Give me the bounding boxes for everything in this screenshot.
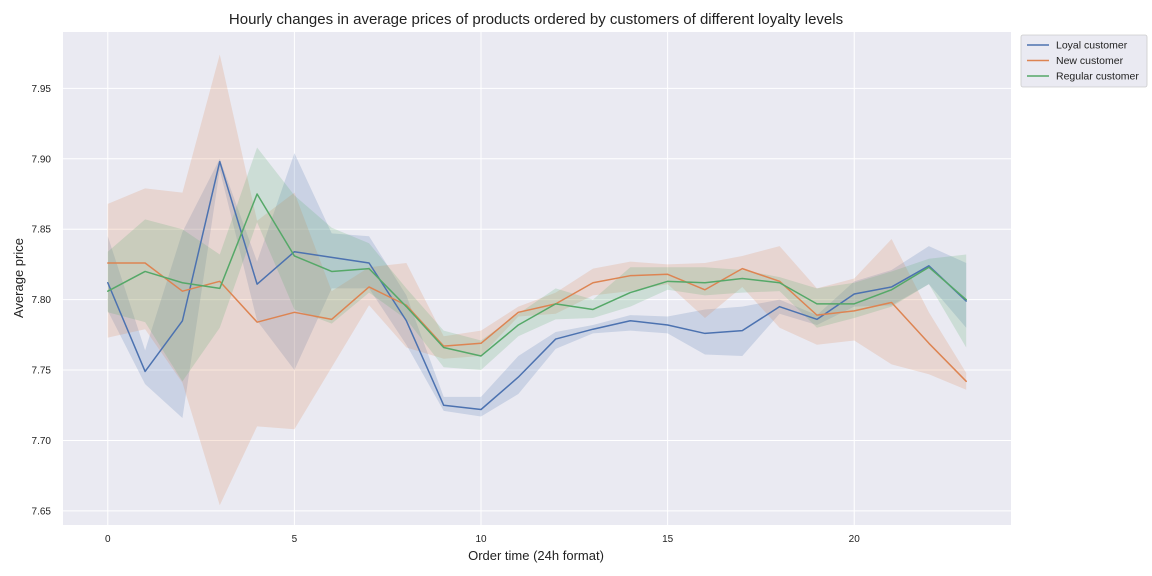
y-axis-label: Average price: [11, 238, 26, 318]
legend: Loyal customer New customer Regular custom…: [1020, 34, 1148, 88]
plot-background: [63, 32, 1011, 525]
y-tick-label-2: 7.75: [32, 366, 52, 377]
x-tick-label-4: 20: [849, 534, 861, 545]
tick-labels: 0 5 10 15 20 7.65 7.70 7.75 7.80 7.85 7.90 7.95: [32, 84, 861, 545]
y-tick-label-3: 7.80: [32, 295, 52, 306]
legend-label-2: Regular customer: [1056, 71, 1139, 83]
series-lines: [107, 160, 967, 411]
legend-box: [1020, 34, 1148, 88]
legend-label-0: Loyal customer: [1056, 40, 1128, 52]
x-axis-label: Order time (24h format): [468, 548, 604, 563]
x-tick-label-3: 15: [662, 534, 674, 545]
y-tick-label-1: 7.70: [32, 436, 52, 447]
x-tick-label-0: 0: [105, 534, 111, 545]
gridlines: [63, 32, 1011, 525]
x-tick-label-2: 10: [475, 534, 487, 545]
y-tick-label-6: 7.95: [32, 84, 52, 95]
chart-title: Hourly changes in average prices of prod…: [229, 11, 843, 28]
legend-label-1: New customer: [1056, 55, 1124, 67]
confidence-band-0: [107, 153, 967, 418]
confidence-band-1: [107, 54, 967, 506]
series-line-1: [107, 262, 967, 383]
series-line-2: [107, 193, 967, 357]
y-tick-label-4: 7.85: [32, 225, 52, 236]
y-tick-label-0: 7.65: [32, 506, 52, 517]
y-tick-label-5: 7.90: [32, 154, 52, 165]
x-tick-label-1: 5: [292, 534, 298, 545]
